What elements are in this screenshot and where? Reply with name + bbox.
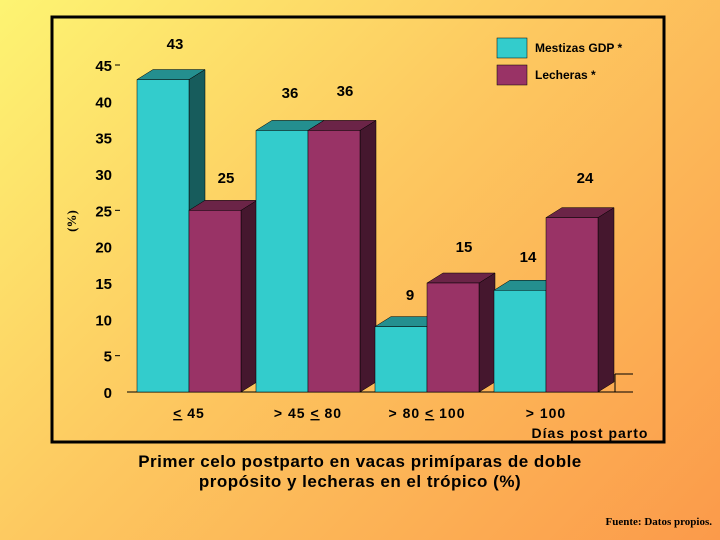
bar bbox=[307, 130, 361, 393]
y-tick-label: 25 bbox=[95, 203, 112, 220]
bar bbox=[374, 326, 428, 393]
data-label: 36 bbox=[337, 83, 354, 100]
x-tick-label: > 45 < 80 bbox=[274, 405, 342, 421]
bar bbox=[255, 130, 309, 393]
bar-side bbox=[478, 272, 496, 393]
y-tick-label: 30 bbox=[95, 167, 112, 184]
data-label: 36 bbox=[282, 85, 299, 102]
bar bbox=[188, 210, 242, 393]
x-tick-label: > 80 < 100 bbox=[389, 405, 466, 421]
legend-swatch bbox=[496, 64, 528, 86]
legend-swatch bbox=[496, 37, 528, 59]
bar-side bbox=[240, 199, 258, 393]
bar-side bbox=[597, 207, 615, 393]
data-label: 14 bbox=[520, 249, 537, 266]
y-tick-label: 15 bbox=[95, 276, 112, 293]
chart-frame bbox=[50, 15, 666, 444]
source-note: Fuente: Datos propios. bbox=[605, 516, 712, 528]
bar bbox=[136, 79, 190, 393]
y-tick-label: 40 bbox=[95, 94, 112, 111]
chart-caption: Primer celo postparto en vacas primípara… bbox=[0, 452, 720, 492]
data-label: 15 bbox=[456, 239, 473, 256]
legend-label: Lecheras * bbox=[535, 68, 596, 82]
y-tick-label: 45 bbox=[95, 58, 112, 75]
x-tick-label: < 45 bbox=[173, 405, 205, 421]
y-tick-label: 35 bbox=[95, 131, 112, 148]
y-tick-label: 0 bbox=[104, 385, 112, 402]
bar bbox=[426, 282, 480, 393]
y-tick-label: 20 bbox=[95, 240, 112, 257]
y-axis-label: (%) bbox=[64, 210, 79, 232]
caption-line-2: propósito y lecheras en el trópico (%) bbox=[198, 472, 522, 491]
bar bbox=[545, 217, 599, 393]
legend-label: Mestizas GDP * bbox=[535, 41, 622, 55]
y-tick-label: 5 bbox=[104, 349, 112, 366]
caption-line-1: Primer celo postparto en vacas primípara… bbox=[138, 452, 582, 471]
bar-side bbox=[359, 119, 377, 393]
bar bbox=[493, 290, 547, 393]
data-label: 9 bbox=[406, 287, 414, 304]
y-tick-label: 10 bbox=[95, 312, 112, 329]
data-label: 25 bbox=[218, 170, 235, 187]
data-label: 43 bbox=[167, 36, 184, 53]
data-label: 24 bbox=[577, 170, 594, 187]
x-axis-label: Días post parto bbox=[532, 425, 649, 441]
chart: 0 5 10 15 20 25 30 35 40 45 (%) 43 25 < 45 36 36 > 45 < … bbox=[50, 15, 666, 444]
x-tick-label: > 100 bbox=[526, 405, 566, 421]
